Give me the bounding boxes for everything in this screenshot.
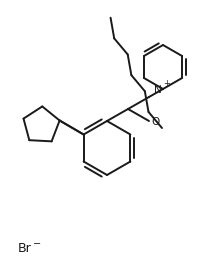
Text: N: N [154,85,162,95]
Text: +: + [163,80,170,89]
Text: −: − [33,239,41,249]
Text: O: O [152,117,160,127]
Text: Br: Br [18,242,32,255]
